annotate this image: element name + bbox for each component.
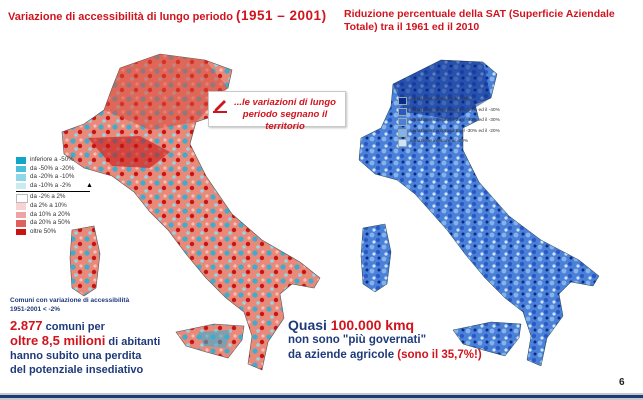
legend-swatch bbox=[16, 174, 26, 181]
left-stat-text: 2.877 comuni per oltre 8,5 milioni di ab… bbox=[10, 319, 160, 377]
legend-swatch bbox=[398, 97, 407, 105]
left-title-text: Variazione di accessibilità di lungo per… bbox=[8, 11, 236, 23]
legend-swatch bbox=[16, 157, 26, 164]
legend-item: da -10% a -2% ▲ bbox=[16, 181, 93, 191]
stat-right-line3-a: da aziende agricole bbox=[288, 349, 398, 361]
page-number: 6 bbox=[619, 377, 625, 388]
sub-note-line-2: 1951-2001 < -2% bbox=[10, 306, 61, 313]
stat-left-population: oltre 8,5 milioni bbox=[10, 333, 106, 348]
callout-line-1: ...le variazioni di lungo bbox=[234, 97, 336, 108]
sub-note: Comuni con variazione di accessibilità 1… bbox=[10, 296, 129, 314]
legend-swatch bbox=[16, 194, 28, 203]
legend-item: variazione superiore al -60% bbox=[398, 95, 500, 106]
stat-right-line2: non sono "più governati" bbox=[288, 334, 427, 346]
legend-swatch bbox=[398, 118, 407, 126]
legend-item: oltre 50% bbox=[16, 228, 90, 237]
stat-right-area: 100.000 kmq bbox=[330, 317, 415, 333]
triangle-marker-icon: ▲ bbox=[86, 181, 93, 189]
stat-left-line4: del potenziale insediativo bbox=[10, 364, 144, 376]
legend-item: da -50% a -20% bbox=[16, 165, 90, 174]
legend-swatch bbox=[16, 202, 26, 210]
legend-item: variazione compresa tra il -30% ed il -2… bbox=[398, 127, 500, 138]
legend-item: da 10% a 20% bbox=[16, 211, 90, 220]
legend-item: inferiore a -50% bbox=[16, 156, 90, 165]
legend-item: da 2% a 10% bbox=[16, 202, 90, 211]
peninsula-shape-right bbox=[358, 59, 600, 367]
legend-swatch bbox=[398, 139, 407, 147]
legend-swatch bbox=[16, 182, 26, 190]
sub-note-line-1: Comuni con variazione di accessibilità bbox=[10, 297, 130, 304]
legend-swatch bbox=[16, 211, 26, 219]
legend-item: variazione inferiore al -20% bbox=[398, 137, 500, 148]
legend-item: da -20% a -10% bbox=[16, 173, 90, 182]
left-map-title: Variazione di accessibilità di lungo per… bbox=[8, 8, 327, 23]
pencil-icon bbox=[213, 100, 227, 113]
sat-legend: variazione superiore al -60% variazione … bbox=[398, 95, 500, 148]
legend-item: variazione compresa tra il -60% ed il -4… bbox=[398, 106, 500, 117]
accessibility-variation-map bbox=[61, 53, 321, 371]
sardinia-shape-right bbox=[360, 223, 392, 293]
legend-item: da -2% a 2% bbox=[16, 193, 90, 203]
stat-right-line1-a: Quasi bbox=[288, 317, 331, 333]
legend-swatch bbox=[16, 220, 26, 227]
legend-item: da 20% a 50% bbox=[16, 219, 90, 228]
stat-left-line1-rest: comuni per bbox=[42, 321, 105, 333]
footer-bar bbox=[0, 393, 643, 400]
accessibility-legend: inferiore a -50% da -50% a -20% da -20% … bbox=[16, 156, 93, 237]
stat-left-line3: hanno subito una perdita bbox=[10, 350, 142, 362]
callout-line-2: periodo segnano il territorio bbox=[242, 109, 328, 132]
callout-box: ...le variazioni di lungo periodo segnan… bbox=[208, 91, 346, 132]
legend-swatch bbox=[398, 128, 407, 137]
legend-swatch bbox=[398, 107, 407, 116]
legend-swatch bbox=[16, 228, 26, 236]
legend-item: variazione compresa tra il -40% ed il -3… bbox=[398, 116, 500, 127]
legend-divider bbox=[16, 191, 90, 193]
sicily-shape-right bbox=[452, 321, 522, 357]
sat-reduction-map bbox=[358, 59, 600, 367]
stat-left-number: 2.877 bbox=[10, 318, 43, 333]
left-title-years: (1951 – 2001) bbox=[236, 8, 327, 23]
sardinia-shape bbox=[69, 225, 101, 297]
right-stat-text: Quasi 100.000 kmq non sono "più governat… bbox=[288, 318, 482, 363]
stat-left-line2-rest: di abitanti bbox=[105, 336, 161, 348]
stat-right-percent: (sono il 35,7%!) bbox=[397, 349, 482, 361]
legend-swatch bbox=[16, 165, 26, 173]
right-map-title: Riduzione percentuale della SAT (Superfi… bbox=[344, 8, 615, 33]
